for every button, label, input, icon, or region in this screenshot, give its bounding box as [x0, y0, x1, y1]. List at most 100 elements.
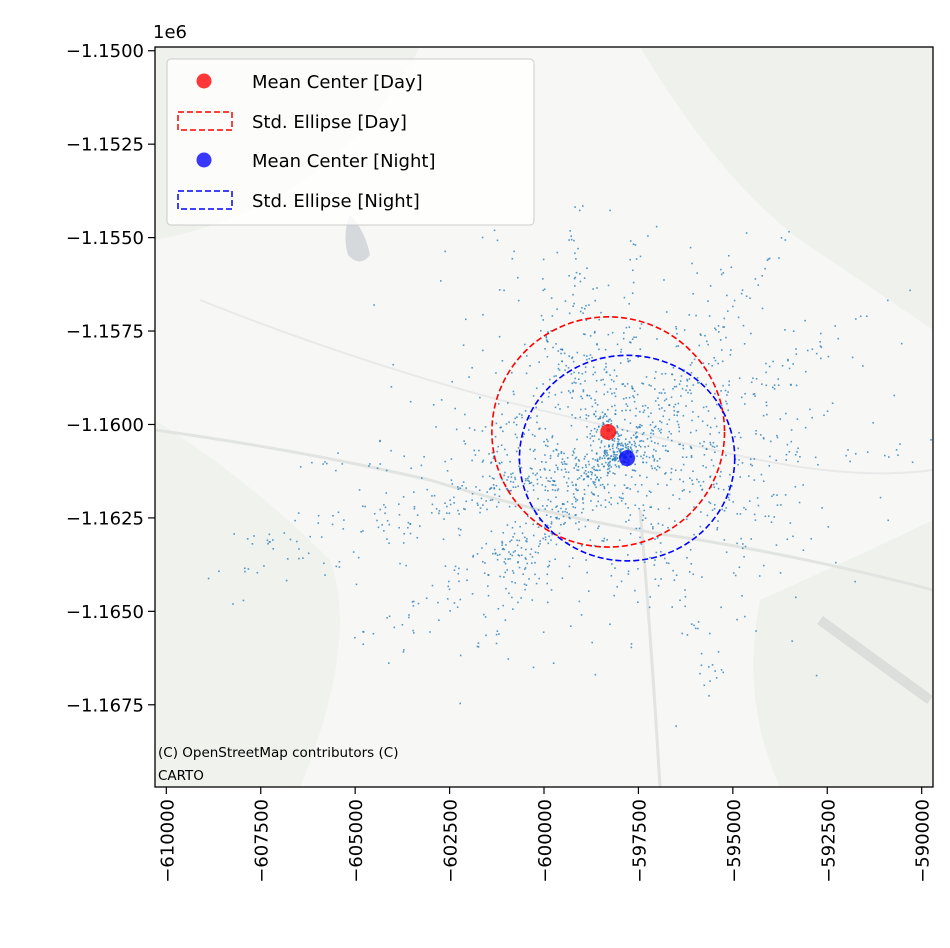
data-point — [600, 379, 602, 381]
data-point — [686, 634, 689, 636]
data-point — [545, 336, 548, 339]
data-point — [622, 497, 624, 500]
data-point — [764, 515, 767, 518]
data-point — [385, 492, 388, 494]
data-point — [532, 484, 535, 487]
data-point — [811, 416, 813, 419]
data-point — [532, 395, 535, 397]
data-point — [696, 272, 698, 274]
data-point — [488, 488, 491, 491]
data-point — [667, 436, 669, 439]
data-point — [425, 597, 428, 600]
data-point — [696, 478, 698, 481]
data-point — [595, 390, 598, 393]
data-point — [483, 572, 486, 575]
data-point — [379, 508, 382, 511]
data-point — [561, 463, 564, 466]
data-point — [560, 451, 563, 453]
data-point — [888, 456, 890, 458]
data-point — [571, 503, 574, 505]
data-point — [526, 562, 529, 565]
data-point — [474, 454, 477, 456]
data-point — [862, 365, 864, 367]
data-point — [741, 289, 744, 291]
data-point — [453, 502, 455, 504]
data-point — [587, 471, 590, 473]
data-point — [557, 403, 560, 406]
data-point — [650, 412, 652, 415]
data-point — [554, 558, 556, 561]
data-point — [594, 459, 597, 461]
data-point — [603, 445, 606, 448]
data-point — [631, 292, 634, 295]
data-point — [773, 516, 776, 518]
data-point — [605, 371, 608, 374]
data-point — [644, 446, 646, 448]
data-point — [575, 522, 577, 525]
data-point — [483, 613, 485, 616]
data-point — [654, 559, 656, 561]
data-point — [623, 296, 626, 299]
data-point — [690, 623, 693, 625]
y-tick-label: −1.1650 — [66, 602, 144, 623]
data-point — [602, 378, 604, 381]
data-point — [564, 510, 566, 513]
data-point — [794, 453, 797, 456]
data-point — [629, 488, 632, 490]
data-point — [792, 330, 795, 332]
data-point — [541, 484, 544, 486]
data-point — [603, 485, 606, 488]
data-point — [563, 352, 566, 355]
data-point — [620, 444, 622, 447]
data-point — [509, 540, 511, 543]
data-point — [745, 508, 747, 511]
basemap-attribution-line-1: (C) OpenStreetMap contributors (C) — [158, 745, 398, 761]
data-point — [575, 514, 577, 516]
data-point — [590, 397, 592, 400]
data-point — [785, 459, 787, 461]
data-point — [587, 476, 590, 478]
data-point — [722, 272, 725, 274]
data-point — [530, 548, 533, 550]
data-point — [548, 391, 551, 394]
data-point — [676, 414, 678, 417]
data-point — [390, 449, 392, 452]
data-point — [458, 534, 461, 537]
data-point — [438, 619, 440, 622]
data-point — [595, 415, 597, 418]
data-point — [627, 447, 630, 450]
data-point — [611, 331, 614, 334]
data-point — [567, 406, 569, 408]
data-point — [480, 497, 483, 500]
data-point — [795, 348, 797, 350]
data-point — [569, 391, 572, 394]
data-point — [709, 426, 712, 429]
data-point — [710, 486, 713, 488]
data-point — [650, 385, 652, 387]
data-point — [608, 470, 611, 473]
data-point — [779, 418, 782, 420]
data-point — [754, 395, 756, 397]
data-point — [560, 507, 562, 510]
data-point — [518, 413, 521, 415]
data-point — [678, 426, 680, 429]
data-point — [670, 439, 673, 442]
data-point — [543, 288, 546, 291]
data-point — [577, 247, 579, 250]
data-point — [317, 522, 320, 524]
data-point — [562, 515, 565, 518]
data-point — [512, 472, 514, 475]
data-point — [536, 478, 539, 481]
data-point — [693, 624, 695, 627]
data-point — [764, 267, 766, 270]
data-point — [702, 465, 704, 467]
data-point — [362, 643, 365, 646]
data-point — [491, 451, 494, 454]
data-point — [638, 426, 640, 428]
data-point — [555, 506, 557, 508]
data-point — [678, 383, 681, 385]
data-point — [563, 523, 565, 525]
data-point — [706, 424, 709, 427]
data-point — [479, 507, 482, 509]
data-point — [691, 400, 693, 402]
